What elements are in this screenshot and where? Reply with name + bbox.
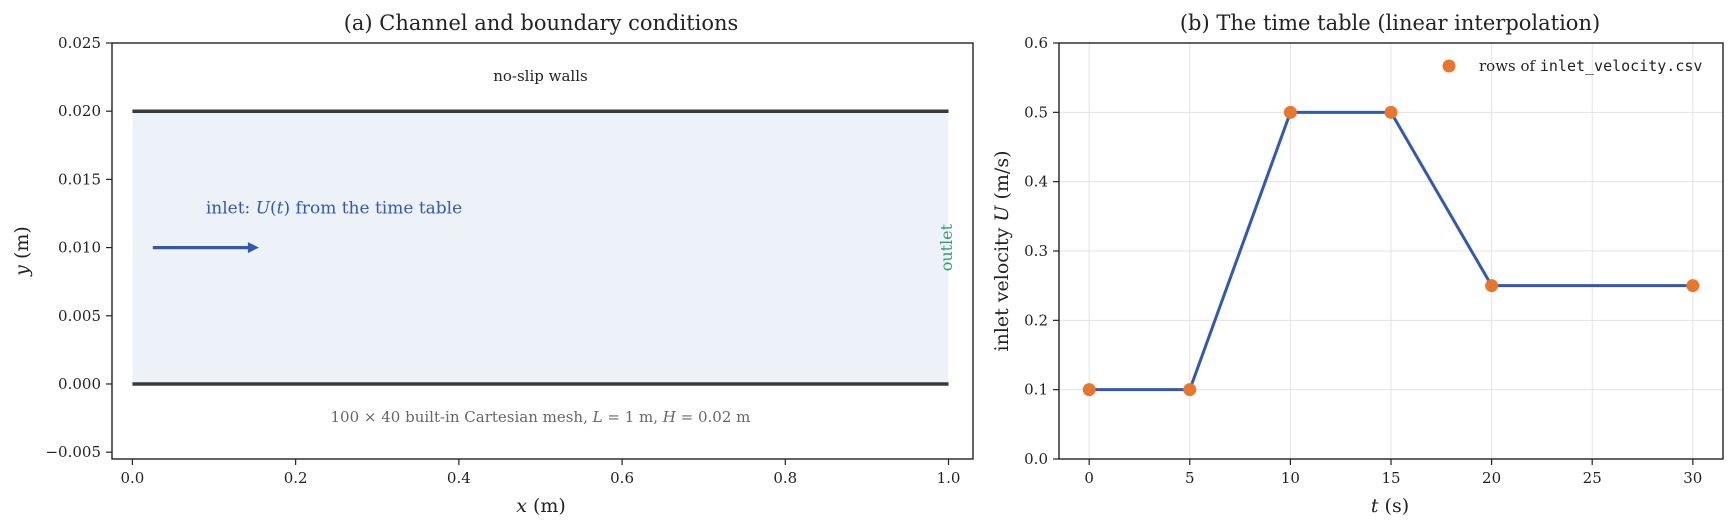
panel-b: (b) The time table (linear interpolation…	[991, 11, 1724, 517]
legend-marker-icon	[1442, 59, 1456, 73]
x-tick-label: 0.6	[610, 469, 634, 487]
y-tick-label: 0.005	[58, 307, 101, 325]
velocity-line	[1089, 110, 1693, 392]
table-row-point	[1283, 105, 1297, 119]
y-tick-label: 0.5	[1024, 103, 1048, 121]
x-tick-label: 10	[1281, 469, 1300, 487]
panel-b-y-label: inlet velocity U (m/s)	[991, 151, 1013, 352]
table-row-point	[1384, 105, 1398, 119]
table-row-point	[1686, 279, 1700, 293]
y-tick-label: 0.2	[1024, 311, 1048, 329]
legend: rows of inlet_velocity.csv	[1442, 57, 1702, 75]
legend-label: rows of inlet_velocity.csv	[1479, 57, 1702, 75]
y-tick-label: 0.020	[58, 102, 101, 120]
panel-a: (a) Channel and boundary conditions no-s…	[11, 11, 974, 517]
panel-a-x-label: x (m)	[516, 495, 566, 517]
panel-b-x-label: t (s)	[1371, 495, 1409, 517]
y-tick-label: 0.6	[1024, 34, 1048, 52]
y-tick-label: 0.4	[1024, 173, 1048, 191]
panel-a-ticks: 0.0 0.2 0.4 0.6 0.8 1.0 −0.005 0.000 0.005 0.010 0…	[45, 34, 960, 487]
x-tick-label: 0.0	[120, 469, 144, 487]
table-row-point	[1485, 279, 1499, 293]
panel-b-plot-area	[1059, 42, 1723, 460]
walls-annotation: no-slip walls	[493, 67, 588, 85]
x-tick-label: 0.4	[447, 469, 471, 487]
y-tick-label: 0.015	[58, 170, 101, 188]
x-tick-label: 25	[1583, 469, 1602, 487]
inlet-annotation: inlet: U(t) from the time table	[206, 198, 462, 218]
y-tick-label: −0.005	[45, 443, 101, 461]
y-tick-label: 0.010	[58, 239, 101, 257]
panel-a-title: (a) Channel and boundary conditions	[344, 11, 739, 35]
legend-prefix: rows of	[1479, 57, 1537, 75]
table-row-point	[1183, 383, 1197, 397]
y-tick-label: 0.1	[1024, 381, 1048, 399]
panel-a-frame	[111, 42, 974, 460]
x-tick-label: 15	[1381, 469, 1400, 487]
x-tick-label: 20	[1482, 469, 1501, 487]
y-tick-label: 0.025	[58, 34, 101, 52]
panel-b-ticks: 0 5 10 15 20 25 30 0.0 0.1 0.2 0.3 0.4 0.5 0.6	[1024, 34, 1702, 487]
panel-a-plot-area: no-slip walls inlet: U(t) from the time t…	[132, 67, 956, 426]
x-tick-label: 0.8	[773, 469, 797, 487]
x-tick-label: 0	[1084, 469, 1094, 487]
outlet-annotation: outlet	[937, 223, 956, 271]
y-tick-label: 0.3	[1024, 242, 1048, 260]
x-tick-label: 5	[1185, 469, 1195, 487]
mesh-annotation: 100 × 40 built-in Cartesian mesh, L = 1 …	[331, 408, 751, 426]
x-tick-label: 0.2	[284, 469, 308, 487]
y-tick-label: 0.0	[1024, 450, 1048, 468]
panel-b-title: (b) The time table (linear interpolation…	[1180, 11, 1600, 35]
table-row-point	[1082, 383, 1096, 397]
panel-a-y-label: y (m)	[11, 226, 33, 277]
x-tick-label: 30	[1683, 469, 1702, 487]
legend-filename: inlet_velocity.csv	[1540, 57, 1703, 75]
inlet-arrow-head-icon	[247, 242, 259, 254]
x-tick-label: 1.0	[937, 469, 961, 487]
channel-fluid-region	[132, 111, 949, 384]
y-tick-label: 0.000	[58, 375, 101, 393]
